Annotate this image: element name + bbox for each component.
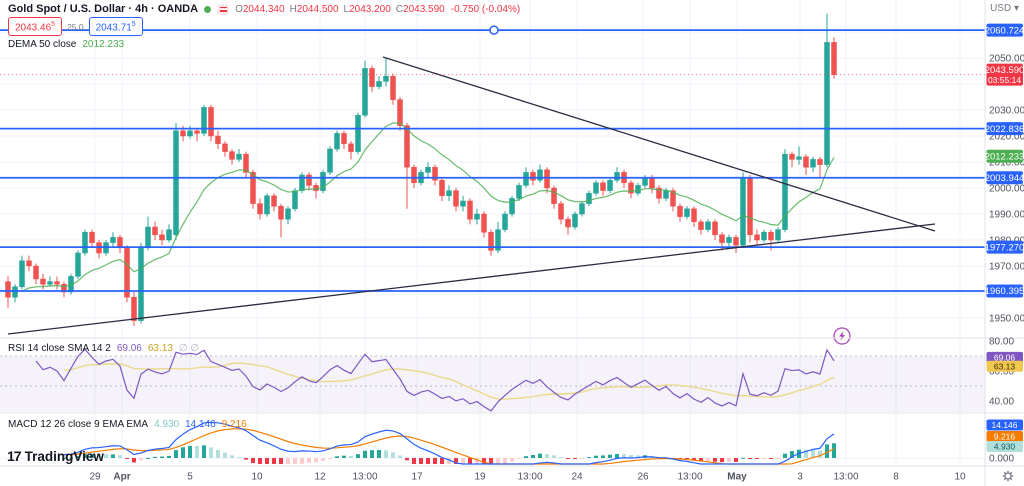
- rsi-sma-line: [63, 362, 835, 400]
- svg-text:63.13: 63.13: [994, 362, 1016, 372]
- svg-text:1970.000: 1970.000: [989, 262, 1024, 273]
- time-tick-5: 5: [187, 472, 193, 483]
- svg-text:0.000: 0.000: [989, 454, 1014, 465]
- lightning-badge-icon[interactable]: [833, 327, 851, 345]
- time-tick-13:00: 13:00: [677, 472, 702, 483]
- close-label: C: [395, 3, 404, 15]
- svg-text:2020.000: 2020.000: [989, 132, 1024, 143]
- svg-text:40.00: 40.00: [989, 397, 1014, 408]
- svg-text:60.00: 60.00: [989, 367, 1014, 378]
- price-axis[interactable]: 2050.000 2030.000 2020.000 2010.000 2000.000…: [985, 23, 1024, 465]
- svg-text:1950.000: 1950.000: [989, 314, 1024, 325]
- svg-text:69.06: 69.06: [994, 353, 1016, 363]
- axis-settings-gear-icon[interactable]: [1002, 470, 1014, 482]
- candlesticks: [5, 13, 837, 326]
- time-tick-26: 26: [637, 472, 649, 483]
- svg-text:80.00: 80.00: [989, 337, 1014, 348]
- macd-signal-line: [63, 428, 835, 465]
- macd-hist-value: 4.930: [154, 419, 180, 430]
- svg-text:2043.590: 2043.590: [985, 65, 1024, 76]
- time-tick-May: May: [727, 472, 747, 483]
- rsi-value: 69.06: [116, 343, 142, 354]
- macd-value: 14.146: [185, 419, 216, 430]
- macd-histogram: [62, 443, 836, 464]
- svg-text:9.216: 9.216: [994, 432, 1016, 442]
- svg-text:2050.000: 2050.000: [989, 54, 1024, 65]
- symbol-title[interactable]: Gold Spot / U.S. Dollar · 4h · OANDA: [8, 3, 199, 15]
- macd-label: MACD 12 26 close 9 EMA EMA: [8, 419, 149, 430]
- time-axis[interactable]: 29 Apr 5 10 12 13:00 17 19 13:00 24 26 13:00 May 3 13:…: [89, 472, 966, 483]
- dema-line: [21, 122, 835, 292]
- rsi-empty-values: ∅ ∅: [178, 343, 200, 354]
- time-tick-17: 17: [411, 472, 423, 483]
- sell-button[interactable]: 2043.465: [8, 17, 63, 37]
- market-status-icon[interactable]: [204, 5, 212, 13]
- svg-text:2003.944: 2003.944: [985, 173, 1024, 184]
- time-tick-Apr: Apr: [113, 472, 130, 483]
- macd-signal-value: 9.216: [221, 419, 247, 430]
- quote-row: 2043.465 25.0 2043.715: [8, 17, 143, 37]
- open-label: O: [235, 3, 243, 15]
- time-tick-13:00: 13:00: [517, 472, 542, 483]
- rsi-line: [35, 348, 835, 412]
- ohlc-values: O2044.340 H2044.500 L2043.200 C2043.590: [235, 4, 445, 15]
- svg-text:2060.724: 2060.724: [985, 25, 1024, 36]
- rsi-band: [0, 355, 985, 412]
- svg-text:1990.000: 1990.000: [989, 210, 1024, 221]
- time-tick-8: 8: [893, 472, 899, 483]
- trendline-lower[interactable]: [7, 223, 936, 335]
- dema-label: DEMA 50 close: [8, 39, 77, 50]
- time-tick-19: 19: [474, 472, 486, 483]
- close-value: 2043.590: [403, 3, 445, 15]
- low-label: L: [343, 3, 350, 15]
- svg-text:03:55:14: 03:55:14: [988, 75, 1021, 85]
- horizontal-levels[interactable]: [0, 25, 985, 292]
- rsi-legend[interactable]: RSI 14 close SMA 14 2 69.06 63.13 ∅ ∅: [8, 343, 199, 354]
- time-tick-13:00: 13:00: [352, 472, 377, 483]
- time-tick-24: 24: [571, 472, 583, 483]
- open-value: 2044.340: [242, 3, 285, 15]
- trendlines[interactable]: [7, 56, 936, 335]
- svg-text:1977.270: 1977.270: [985, 242, 1024, 253]
- low-value: 2043.200: [349, 3, 391, 15]
- svg-text:2010.000: 2010.000: [989, 158, 1024, 169]
- buy-button[interactable]: 2043.715: [88, 17, 143, 37]
- time-tick-29: 29: [89, 472, 101, 483]
- svg-text:14.146: 14.146: [992, 420, 1018, 430]
- line-handle[interactable]: [489, 25, 499, 35]
- svg-text:2000.000: 2000.000: [989, 184, 1024, 195]
- svg-text:2030.000: 2030.000: [989, 106, 1024, 117]
- macd-legend[interactable]: MACD 12 26 close 9 EMA EMA 4.930 14.146 …: [8, 419, 247, 430]
- high-value: 2044.500: [296, 3, 339, 15]
- tradingview-logo[interactable]: 17 TradingView: [7, 448, 104, 464]
- trendline-upper[interactable]: [382, 56, 936, 232]
- tradingview-logo-text: TradingView: [24, 448, 104, 464]
- spread-value: 25.0: [67, 21, 84, 32]
- high-label: H: [289, 3, 297, 15]
- rsi-sma-value: 63.13: [147, 343, 173, 354]
- time-tick-10: 10: [954, 472, 966, 483]
- time-tick-12: 12: [314, 472, 326, 483]
- time-tick-10: 10: [251, 472, 263, 483]
- currency-selector[interactable]: USD ▾: [990, 3, 1019, 14]
- svg-text:4.930: 4.930: [994, 442, 1016, 452]
- macd-line: [63, 421, 835, 465]
- svg-text:1960.395: 1960.395: [985, 286, 1024, 297]
- dema-value: 2012.233: [82, 39, 125, 50]
- svg-text:2012.233: 2012.233: [985, 151, 1024, 162]
- time-tick-13:00: 13:00: [833, 472, 858, 483]
- symbol-flags-icon[interactable]: [217, 3, 230, 15]
- dema-legend[interactable]: DEMA 50 close 2012.233: [8, 39, 124, 50]
- svg-text:2022.836: 2022.836: [985, 124, 1024, 135]
- tradingview-logo-mark: 17: [7, 448, 22, 464]
- price-change: -0.750 (-0.04%): [450, 3, 521, 15]
- rsi-label: RSI 14 close SMA 14 2: [8, 343, 111, 354]
- time-tick-3: 3: [797, 472, 803, 483]
- symbol-legend: Gold Spot / U.S. Dollar · 4h · OANDA O20…: [8, 3, 520, 15]
